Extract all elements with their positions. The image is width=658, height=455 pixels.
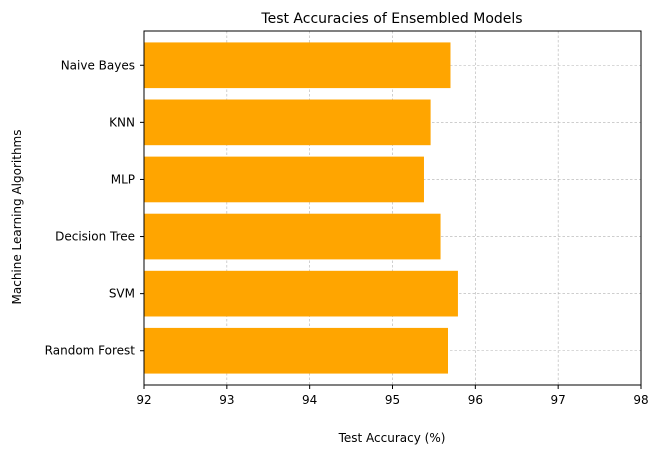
- x-axis-label: Test Accuracy (%): [338, 431, 446, 445]
- x-tick-label: 96: [468, 393, 483, 407]
- bar: [144, 156, 424, 203]
- x-tick-label: 94: [302, 393, 317, 407]
- y-tick-layer: Random Forest SVM Decision Tree MLP KNN Naive…: [45, 58, 144, 358]
- y-tick-label: KNN: [109, 115, 135, 129]
- y-tick-label: Random Forest: [45, 344, 136, 358]
- x-tick-label: 97: [551, 393, 566, 407]
- y-tick-label: MLP: [111, 172, 135, 186]
- y-axis-label: Machine Learning Algorithms: [10, 130, 24, 305]
- y-tick-label: Naive Bayes: [61, 58, 135, 72]
- y-tick-label: SVM: [109, 287, 135, 301]
- x-tick-label: 93: [219, 393, 234, 407]
- y-tick-label: Decision Tree: [55, 230, 135, 244]
- bar: [144, 270, 458, 317]
- x-tick-label: 95: [385, 393, 400, 407]
- chart-title: Test Accuracies of Ensembled Models: [260, 11, 522, 27]
- bar: [144, 213, 441, 260]
- x-tick-label: 92: [136, 393, 151, 407]
- bar: [144, 327, 448, 374]
- bar: [144, 99, 431, 146]
- bar-layer: [144, 42, 458, 374]
- bar: [144, 42, 451, 89]
- x-tick-layer: 92 93 94 95 96 97 98: [136, 385, 649, 407]
- x-tick-label: 98: [633, 393, 648, 407]
